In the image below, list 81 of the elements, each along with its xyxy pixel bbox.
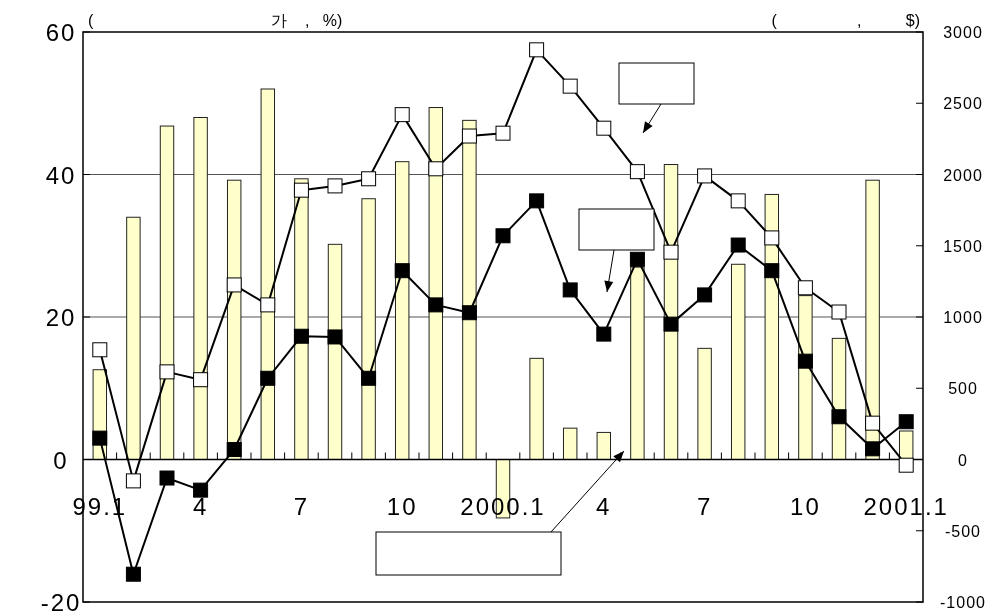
y2-tick-label: 2500: [943, 95, 983, 113]
bar: [193, 117, 208, 460]
y2-tick-label: 0: [958, 451, 968, 469]
point: [797, 353, 813, 369]
bar: [126, 216, 141, 460]
bar: [428, 107, 444, 460]
point: [663, 244, 679, 260]
point: [327, 329, 343, 345]
bar: [562, 427, 578, 460]
bar: [697, 347, 712, 460]
point: [159, 364, 175, 380]
bar: [730, 263, 746, 460]
y2-axis-title: ( , $): [771, 12, 920, 29]
x-tick-label: 10: [790, 492, 821, 520]
point: [193, 372, 209, 388]
y2-tick-label: 3000: [943, 24, 983, 41]
point: [226, 277, 242, 293]
point: [865, 415, 881, 431]
bar: [630, 266, 645, 460]
y2-tick-label: 1000: [943, 309, 983, 326]
point: [495, 228, 511, 244]
bar: [898, 430, 914, 460]
point: [764, 263, 780, 279]
point: [596, 326, 612, 342]
point: [159, 470, 175, 486]
point: [125, 566, 141, 582]
x-tick-label: 7: [696, 492, 713, 520]
point: [293, 328, 309, 344]
bar: [394, 161, 410, 460]
point: [730, 193, 746, 209]
point: [394, 107, 410, 123]
point: [327, 178, 343, 194]
bar: [327, 243, 343, 460]
point: [125, 473, 141, 489]
point: [529, 42, 545, 58]
point: [629, 164, 645, 180]
y-tick-label: 20: [45, 304, 77, 331]
bar: [159, 125, 175, 460]
point: [92, 430, 108, 446]
point: [562, 78, 578, 94]
point: [361, 171, 377, 187]
point: [629, 251, 645, 267]
point: [495, 125, 511, 141]
point: [898, 457, 914, 473]
point: [193, 482, 209, 498]
x-tick-label: 4: [192, 492, 209, 520]
point: [529, 193, 545, 209]
point: [764, 230, 780, 246]
point: [361, 370, 377, 386]
y-axis-title: ( 가 , %): [88, 12, 343, 29]
y2-tick-label: 500: [948, 380, 978, 398]
point: [865, 441, 881, 457]
y2-tick-label: 2000: [943, 166, 983, 184]
y-tick-label: 40: [45, 161, 77, 189]
bar: [529, 357, 544, 460]
point: [596, 120, 612, 136]
point: [831, 304, 847, 320]
y2-tick-label: 1500: [943, 237, 983, 255]
point: [697, 168, 713, 184]
point: [898, 414, 914, 430]
bar: [361, 198, 376, 460]
y-tick-label: -20: [40, 589, 82, 616]
point: [730, 237, 746, 253]
y-tick-label: 60: [45, 19, 77, 46]
x-tick-label: 10: [386, 492, 418, 520]
x-tick-label: 7: [293, 492, 310, 520]
point: [293, 182, 309, 198]
y2-tick-label: -1000: [940, 594, 986, 611]
y2-tick-label: -500: [944, 522, 982, 540]
point: [797, 280, 813, 296]
x-tick-label: 4: [596, 492, 612, 520]
point: [562, 282, 578, 298]
y-tick-label: 0: [53, 446, 69, 474]
point: [428, 161, 444, 177]
point: [663, 316, 679, 332]
point: [697, 287, 713, 303]
point: [831, 409, 847, 425]
point: [428, 297, 444, 313]
point: [226, 442, 242, 458]
bar: [596, 431, 612, 460]
point: [394, 263, 410, 279]
